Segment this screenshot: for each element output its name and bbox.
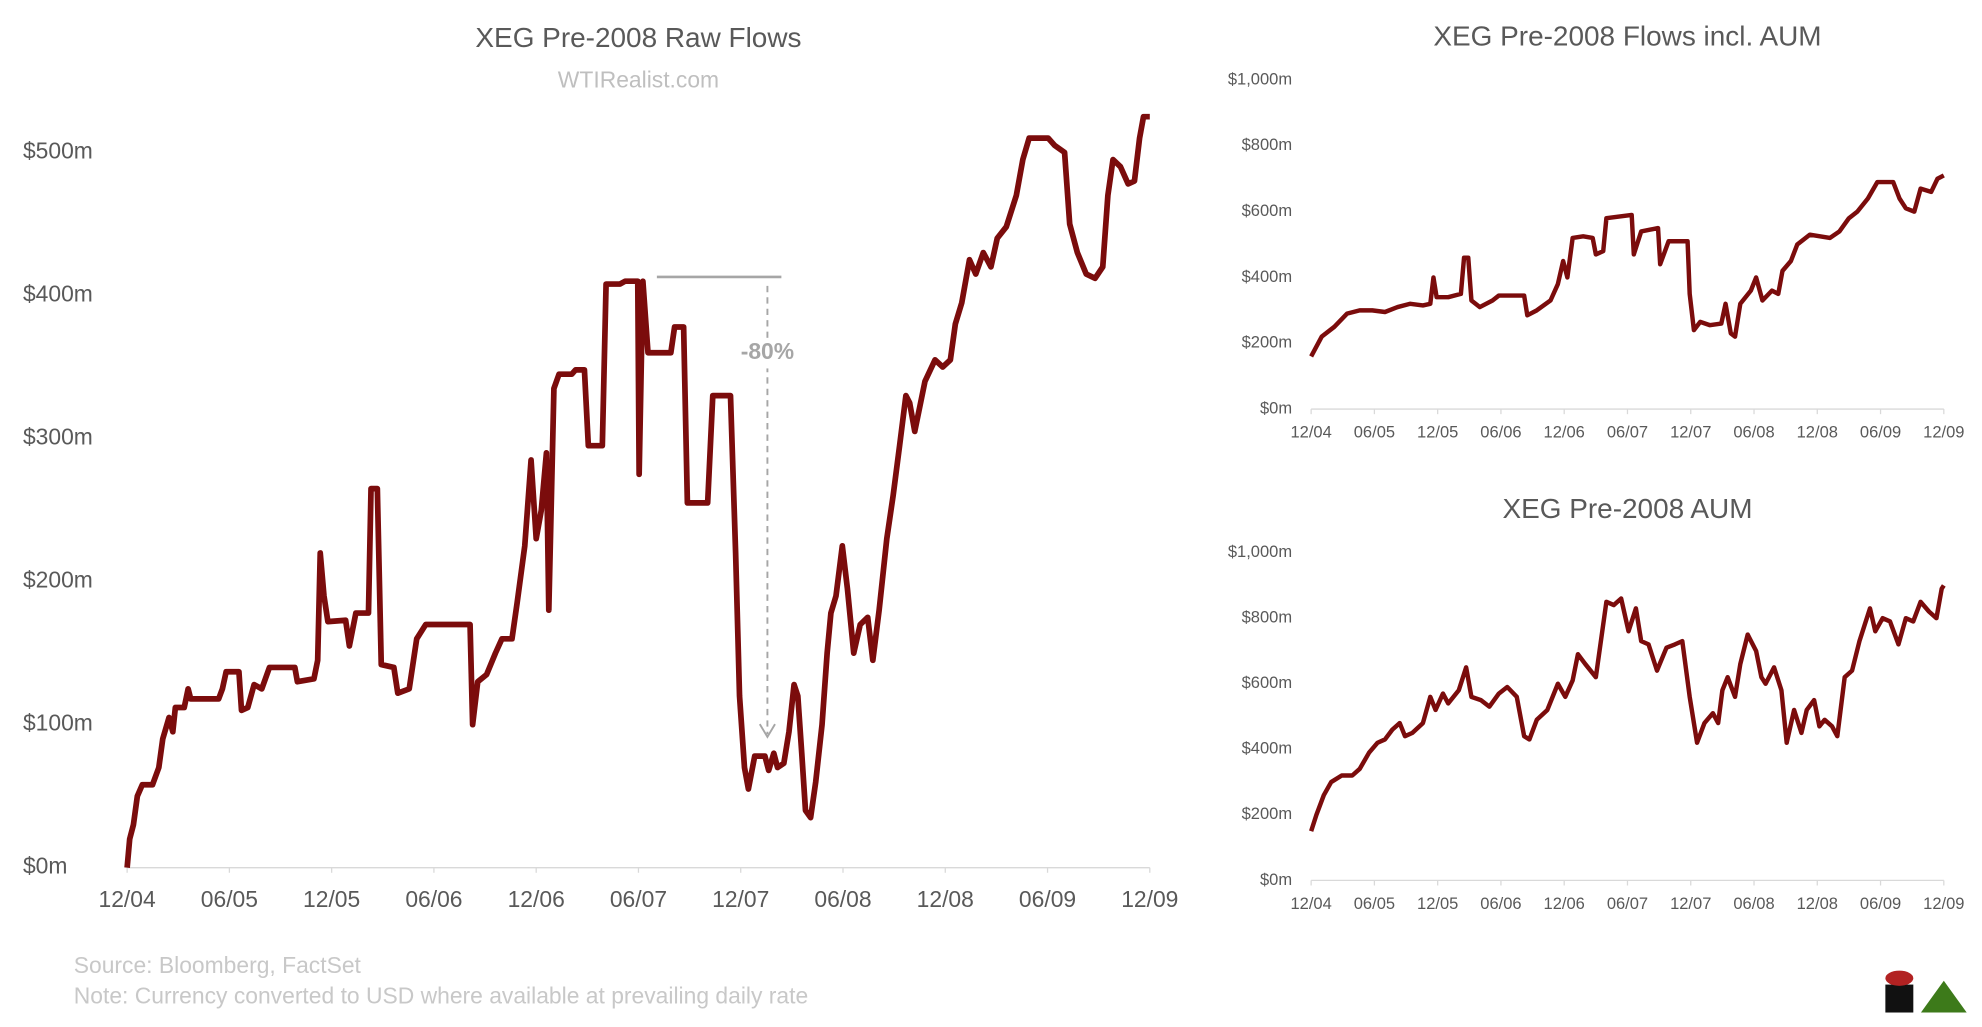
y-tick-label: $200m <box>1242 805 1292 823</box>
y-tick-label: $800m <box>1242 609 1292 627</box>
y-tick-label: $200m <box>1242 334 1292 352</box>
annotation-label: -80% <box>741 338 794 364</box>
x-tick-label: 12/04 <box>1290 895 1331 913</box>
x-tick-label: 06/09 <box>1019 886 1076 912</box>
x-tick-label: 12/05 <box>303 886 360 912</box>
data-line <box>1309 173 1945 358</box>
x-tick-label: 06/06 <box>405 886 462 912</box>
y-tick-label: $1,000m <box>1228 70 1292 88</box>
x-tick-label: 12/05 <box>1417 424 1458 442</box>
y-tick-label: $1,000m <box>1228 543 1292 561</box>
logo-triangle <box>1920 980 1967 1013</box>
y-tick-label: $400m <box>1242 740 1292 758</box>
x-tick-label: 06/07 <box>1607 424 1648 442</box>
logo-figure <box>1885 984 1914 1013</box>
x-tick-label: 12/08 <box>917 886 974 912</box>
chart-title: XEG Pre-2008 Flows incl. AUM <box>1433 20 1821 51</box>
y-tick-label: $0m <box>23 853 67 879</box>
x-tick-label: 12/06 <box>508 886 565 912</box>
x-tick-label: 06/08 <box>1733 424 1774 442</box>
x-tick-label: 12/07 <box>712 886 769 912</box>
x-tick-label: 06/07 <box>610 886 667 912</box>
x-tick-label: 12/08 <box>1797 895 1838 913</box>
x-tick-label: 06/05 <box>201 886 258 912</box>
x-tick-label: 12/05 <box>1417 895 1458 913</box>
y-tick-label: $600m <box>1242 674 1292 692</box>
data-line <box>124 113 1150 868</box>
x-tick-label: 06/06 <box>1480 895 1521 913</box>
y-tick-label: $300m <box>23 424 93 450</box>
x-tick-label: 06/08 <box>814 886 871 912</box>
chart-title: XEG Pre-2008 AUM <box>1502 493 1752 524</box>
chart-subtitle: WTIRealist.com <box>558 66 719 92</box>
y-tick-label: $200m <box>23 567 93 593</box>
x-tick-label: 06/08 <box>1733 895 1774 913</box>
y-tick-label: $500m <box>23 137 93 163</box>
y-tick-label: $800m <box>1242 136 1292 154</box>
x-tick-label: 12/06 <box>1544 424 1585 442</box>
x-tick-label: 12/04 <box>99 886 156 912</box>
x-tick-label: 12/09 <box>1121 886 1178 912</box>
source-note: Source: Bloomberg, FactSet <box>74 952 362 978</box>
x-tick-label: 06/09 <box>1860 895 1901 913</box>
annotation-label-bg <box>734 337 801 369</box>
chart-title: XEG Pre-2008 Raw Flows <box>475 22 801 53</box>
annotation-arrowhead <box>758 723 776 739</box>
x-tick-label: 06/09 <box>1860 424 1901 442</box>
logo <box>1885 970 1967 1013</box>
x-tick-label: 12/06 <box>1544 895 1585 913</box>
x-tick-label: 06/05 <box>1354 895 1395 913</box>
x-tick-label: 12/09 <box>1923 895 1964 913</box>
x-tick-label: 06/06 <box>1480 424 1521 442</box>
currency-note: Note: Currency converted to USD where av… <box>74 982 808 1008</box>
logo-hat <box>1885 970 1914 986</box>
y-tick-label: $600m <box>1242 202 1292 220</box>
y-tick-label: $0m <box>1260 871 1292 889</box>
x-tick-label: 12/09 <box>1923 424 1964 442</box>
x-tick-label: 12/07 <box>1670 895 1711 913</box>
y-tick-label: $100m <box>23 710 93 736</box>
x-tick-label: 06/07 <box>1607 895 1648 913</box>
data-line <box>1309 584 1946 832</box>
y-tick-label: $400m <box>1242 268 1292 286</box>
y-tick-label: $400m <box>23 281 93 307</box>
x-tick-label: 12/08 <box>1797 424 1838 442</box>
y-tick-label: $0m <box>1260 399 1292 417</box>
x-tick-label: 12/04 <box>1290 424 1331 442</box>
x-tick-label: 06/05 <box>1354 424 1395 442</box>
x-tick-label: 12/07 <box>1670 424 1711 442</box>
